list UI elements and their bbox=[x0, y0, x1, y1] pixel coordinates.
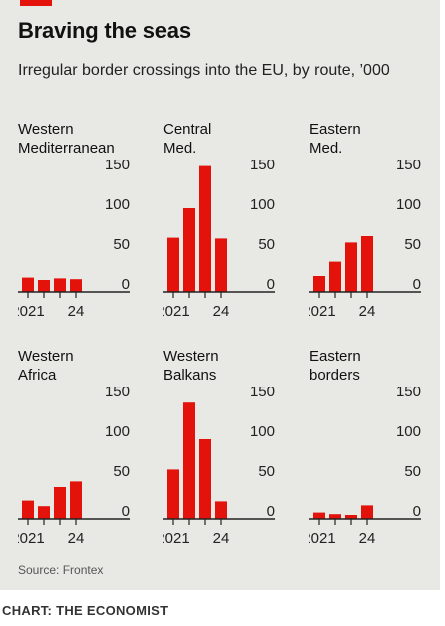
bar-2021 bbox=[22, 277, 34, 292]
chart-credit: CHART: THE ECONOMIST bbox=[2, 603, 169, 618]
x-tick-label: 24 bbox=[359, 303, 376, 320]
bar-2022 bbox=[183, 402, 195, 519]
panel-western-mediterranean: Western Mediterranean 150 100 50 0 2021 24 bbox=[18, 120, 148, 345]
y-tick-label: 50 bbox=[404, 236, 421, 253]
panel-title: Eastern Med. bbox=[309, 121, 361, 157]
y-tick-label: 100 bbox=[105, 423, 130, 440]
y-tick-label: 50 bbox=[404, 463, 421, 480]
panel-chart: 150 100 50 0 2021 24 bbox=[18, 160, 130, 320]
bar-2024 bbox=[215, 501, 227, 519]
panel-chart: 150 100 50 0 2021 24 bbox=[163, 160, 275, 320]
panel-title: Western Balkans bbox=[163, 348, 219, 384]
y-tick-label: 50 bbox=[113, 236, 130, 253]
y-tick-label: 150 bbox=[250, 387, 275, 400]
bar-2024 bbox=[70, 279, 82, 292]
panel-western-balkans: Western Balkans 150 100 50 0 2021 24 bbox=[163, 347, 293, 572]
x-tick-label: 24 bbox=[213, 303, 230, 320]
brand-accent-bar bbox=[20, 0, 52, 6]
bar-2021 bbox=[313, 276, 325, 292]
bar-2023 bbox=[199, 439, 211, 519]
bar-2022 bbox=[183, 208, 195, 292]
y-tick-label: 0 bbox=[122, 276, 130, 293]
y-tick-label: 0 bbox=[267, 503, 275, 520]
panel-eastern-borders: Eastern borders 150 100 50 0 2021 24 bbox=[309, 347, 439, 572]
y-tick-label: 50 bbox=[258, 463, 275, 480]
bar-2022 bbox=[329, 514, 341, 519]
y-tick-label: 50 bbox=[113, 463, 130, 480]
y-tick-label: 0 bbox=[122, 503, 130, 520]
bar-2022 bbox=[38, 506, 50, 519]
bar-2021 bbox=[313, 512, 325, 519]
bar-2021 bbox=[167, 237, 179, 292]
y-tick-label: 100 bbox=[396, 423, 421, 440]
bar-2024 bbox=[361, 505, 373, 519]
panel-title: Eastern borders bbox=[309, 348, 361, 384]
bar-2022 bbox=[38, 280, 50, 292]
bar-2023 bbox=[345, 515, 357, 519]
panel-title: Western Mediterranean bbox=[18, 121, 115, 157]
bar-2022 bbox=[329, 261, 341, 292]
x-tick-label: 24 bbox=[359, 530, 376, 547]
x-tick-label: 24 bbox=[68, 303, 85, 320]
y-tick-label: 150 bbox=[396, 387, 421, 400]
y-tick-label: 150 bbox=[396, 160, 421, 173]
y-tick-label: 0 bbox=[413, 503, 421, 520]
bar-2024 bbox=[215, 238, 227, 292]
chart-title: Braving the seas bbox=[18, 18, 191, 43]
y-tick-label: 150 bbox=[105, 387, 130, 400]
bar-2023 bbox=[54, 278, 66, 292]
panel-western-africa: Western Africa 150 100 50 0 2021 24 bbox=[18, 347, 148, 572]
y-tick-label: 150 bbox=[105, 160, 130, 173]
panel-eastern-med: Eastern Med. 150 100 50 0 2021 24 bbox=[309, 120, 439, 345]
x-tick-label: 24 bbox=[213, 530, 230, 547]
bar-2024 bbox=[70, 481, 82, 519]
y-tick-label: 0 bbox=[413, 276, 421, 293]
y-tick-label: 100 bbox=[396, 196, 421, 213]
bar-2023 bbox=[54, 487, 66, 519]
y-tick-label: 100 bbox=[250, 196, 275, 213]
panel-chart: 150 100 50 0 2021 24 bbox=[163, 387, 275, 547]
y-tick-label: 100 bbox=[250, 423, 275, 440]
panel-chart: 150 100 50 0 2021 24 bbox=[18, 387, 130, 547]
x-tick-label: 24 bbox=[68, 530, 85, 547]
panel-central-med: Central Med. 150 100 50 0 2021 24 bbox=[163, 120, 293, 345]
panel-chart: 150 100 50 0 2021 24 bbox=[309, 387, 421, 547]
source-note: Source: Frontex bbox=[18, 563, 104, 577]
y-tick-label: 150 bbox=[250, 160, 275, 173]
chart-card: Braving the seas Irregular border crossi… bbox=[0, 0, 440, 590]
x-tick-label: 2021 bbox=[18, 530, 45, 547]
y-tick-label: 0 bbox=[267, 276, 275, 293]
bar-2023 bbox=[345, 242, 357, 292]
bar-2021 bbox=[22, 500, 34, 519]
x-tick-label: 2021 bbox=[163, 530, 190, 547]
panel-title: Western Africa bbox=[18, 348, 74, 384]
bar-2023 bbox=[199, 165, 211, 292]
y-tick-label: 50 bbox=[258, 236, 275, 253]
x-tick-label: 2021 bbox=[309, 303, 336, 320]
x-tick-label: 2021 bbox=[18, 303, 45, 320]
y-tick-label: 100 bbox=[105, 196, 130, 213]
bar-2024 bbox=[361, 236, 373, 292]
panel-title: Central Med. bbox=[163, 121, 212, 157]
x-tick-label: 2021 bbox=[163, 303, 190, 320]
bar-2021 bbox=[167, 469, 179, 519]
chart-subtitle: Irregular border crossings into the EU, … bbox=[18, 62, 390, 79]
x-tick-label: 2021 bbox=[309, 530, 336, 547]
panel-chart: 150 100 50 0 2021 24 bbox=[309, 160, 421, 320]
